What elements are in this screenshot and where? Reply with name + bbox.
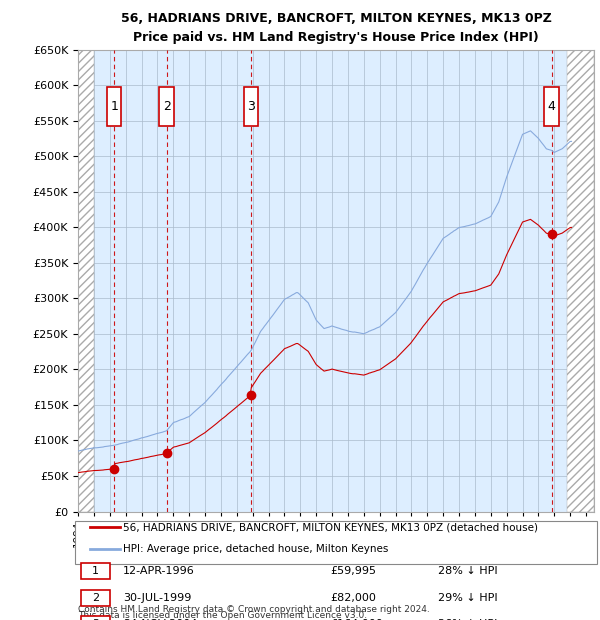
Text: HPI: Average price, detached house, Milton Keynes: HPI: Average price, detached house, Milt…	[123, 544, 388, 554]
Text: 28% ↓ HPI: 28% ↓ HPI	[438, 566, 497, 576]
Text: 2: 2	[163, 100, 170, 113]
Text: 36% ↓ HPI: 36% ↓ HPI	[438, 619, 497, 620]
Text: Contains HM Land Registry data © Crown copyright and database right 2024.: Contains HM Land Registry data © Crown c…	[78, 604, 430, 614]
Text: 24-NOV-2004: 24-NOV-2004	[123, 619, 197, 620]
Text: 1: 1	[92, 566, 99, 576]
Text: 1: 1	[110, 100, 118, 113]
Text: £82,000: £82,000	[330, 593, 376, 603]
Text: 56, HADRIANS DRIVE, BANCROFT, MILTON KEYNES, MK13 0PZ (detached house): 56, HADRIANS DRIVE, BANCROFT, MILTON KEY…	[123, 522, 538, 532]
Text: 30-JUL-1999: 30-JUL-1999	[123, 593, 191, 603]
FancyBboxPatch shape	[160, 87, 174, 126]
FancyBboxPatch shape	[244, 87, 258, 126]
Text: This data is licensed under the Open Government Licence v3.0.: This data is licensed under the Open Gov…	[78, 611, 367, 620]
Text: 2: 2	[92, 593, 99, 603]
FancyBboxPatch shape	[107, 87, 121, 126]
Text: 4: 4	[548, 100, 556, 113]
Text: 3: 3	[92, 619, 99, 620]
Title: 56, HADRIANS DRIVE, BANCROFT, MILTON KEYNES, MK13 0PZ
Price paid vs. HM Land Reg: 56, HADRIANS DRIVE, BANCROFT, MILTON KEY…	[121, 12, 551, 44]
Text: 12-APR-1996: 12-APR-1996	[123, 566, 195, 576]
Text: 3: 3	[247, 100, 255, 113]
Text: 29% ↓ HPI: 29% ↓ HPI	[438, 593, 497, 603]
Text: £164,000: £164,000	[330, 619, 383, 620]
Text: £59,995: £59,995	[330, 566, 376, 576]
FancyBboxPatch shape	[544, 87, 559, 126]
